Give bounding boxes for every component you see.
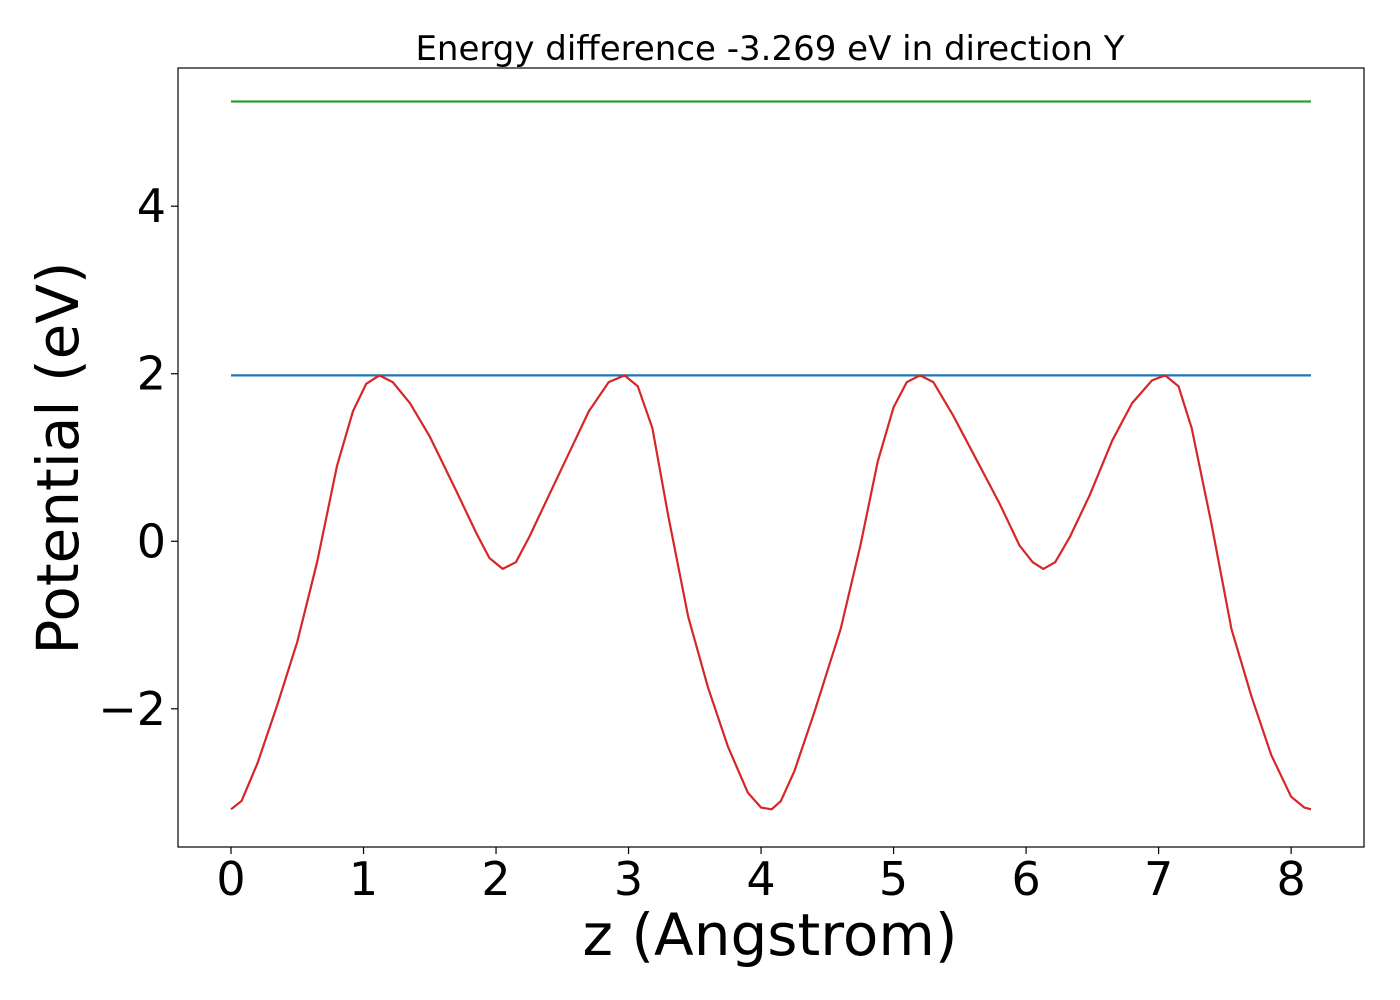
plot-frame bbox=[177, 67, 1365, 848]
x-axis-label: z (Angstrom) bbox=[583, 901, 958, 969]
series-line-3 bbox=[230, 374, 1312, 811]
x-tick-label: 6 bbox=[1011, 852, 1040, 906]
x-tick-label: 7 bbox=[1144, 852, 1173, 906]
y-axis-label: Potential (eV) bbox=[24, 261, 92, 654]
x-tick-label: 0 bbox=[216, 852, 245, 906]
x-tick-label: 2 bbox=[481, 852, 510, 906]
y-axis: −2 0 2 4 bbox=[98, 179, 178, 736]
x-tick-label: 5 bbox=[879, 852, 908, 906]
y-tick-label: −2 bbox=[98, 682, 166, 736]
chart-title: Energy difference -3.269 eV in direction… bbox=[415, 29, 1124, 69]
y-tick-label: 2 bbox=[137, 347, 166, 401]
x-tick-label: 1 bbox=[349, 852, 378, 906]
y-tick-label: 4 bbox=[137, 179, 166, 233]
x-tick-label: 4 bbox=[746, 852, 775, 906]
y-tick-label: 0 bbox=[137, 514, 166, 568]
x-axis: 0 1 2 3 4 5 6 7 8 bbox=[216, 847, 1306, 906]
x-tick-label: 8 bbox=[1276, 852, 1305, 906]
x-tick-label: 3 bbox=[614, 852, 643, 906]
plot-lines bbox=[230, 100, 1312, 811]
